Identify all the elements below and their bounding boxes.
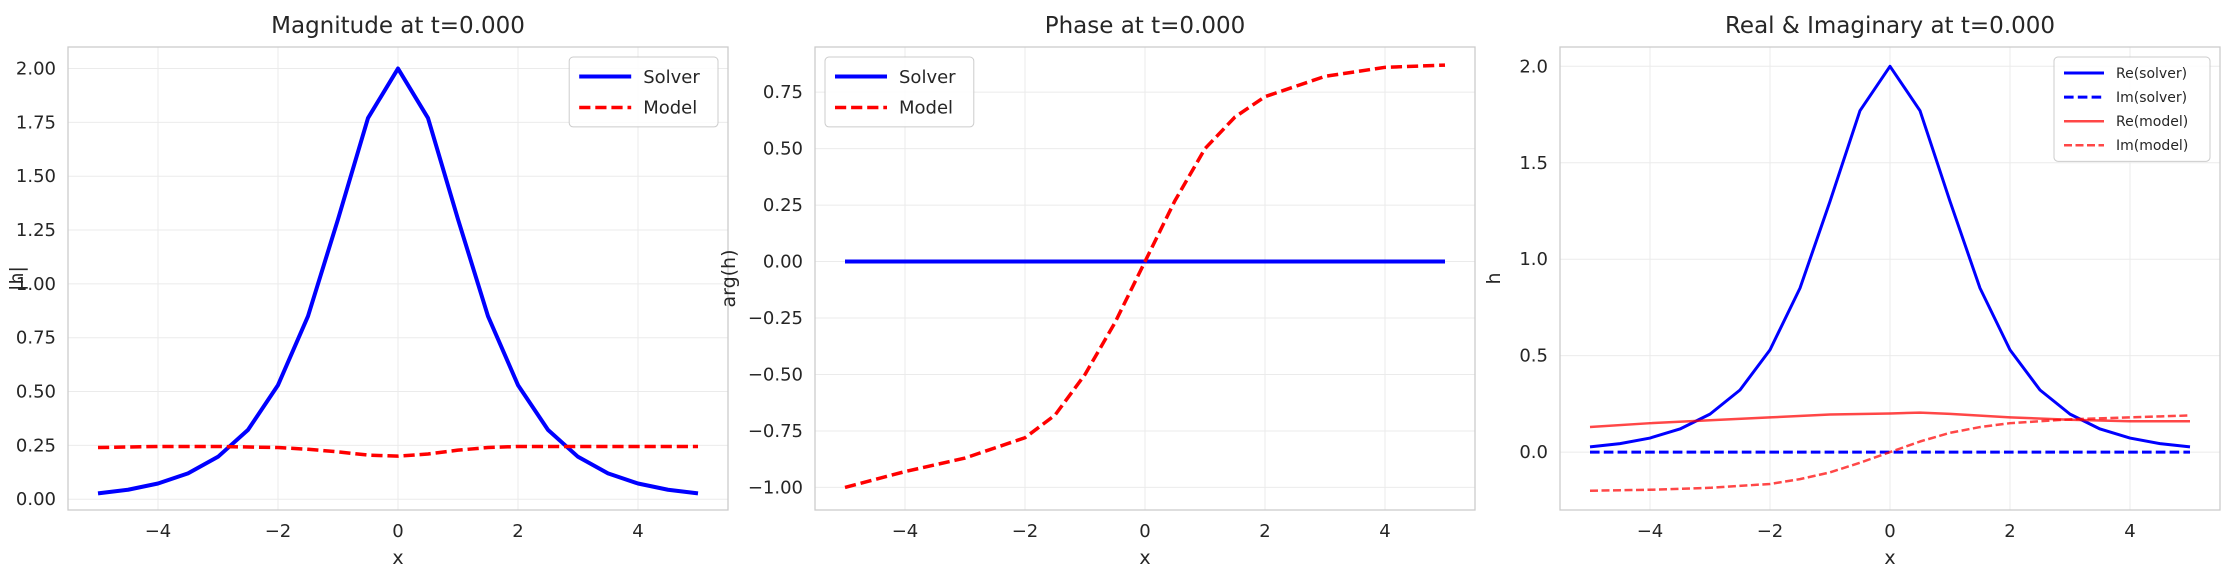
y-tick-label: 1.5 <box>1519 153 1548 174</box>
plot-frame <box>814 46 1476 511</box>
series-line-solver <box>97 66 699 496</box>
legend-label: Solver <box>643 67 700 88</box>
x-tick-label: 0 <box>1884 521 1895 542</box>
y-tick-label: 0.5 <box>1519 346 1548 367</box>
x-tick-label: −4 <box>145 521 172 542</box>
y-tick-label: 2.0 <box>1519 56 1548 77</box>
chart-panel-1: 0.00 0.25 0.50 0.75 1.00 1.25 1.50 1.75 2.00 −4 −2… <box>6 13 729 569</box>
series-line-im-model <box>1589 414 2191 492</box>
y-tick-label: 0.25 <box>16 435 56 456</box>
y-tick-label: 0.75 <box>16 328 56 349</box>
legend-label: Solver <box>899 67 956 88</box>
series-line-model <box>97 444 698 458</box>
legend-label: Model <box>899 98 953 119</box>
y-tick-label: 0.50 <box>16 382 56 403</box>
y-tick-label: 1.25 <box>16 220 56 241</box>
y-tick-label: 0.00 <box>16 489 56 510</box>
y-axis-label: h <box>1483 272 1505 284</box>
y-tick-label: 1.00 <box>16 274 56 295</box>
legend-box <box>2053 56 2211 162</box>
legend-label: Im(model) <box>2116 138 2188 154</box>
x-tick-label: 0 <box>392 521 403 542</box>
legend: Solver Model <box>568 56 719 128</box>
y-axis-label: arg(h) <box>718 249 740 307</box>
chart-panel-3: 0.0 0.5 1.0 1.5 2.0 −4 −2 0 2 4 Real & Imaginary a… <box>1483 13 2221 569</box>
x-tick-label: −2 <box>1757 521 1784 542</box>
legend-label: Model <box>643 98 697 119</box>
chart-title: Real & Imaginary at t=0.000 <box>1725 13 2055 39</box>
y-tick-label: 0.00 <box>763 252 803 273</box>
y-tick-label: 1.75 <box>16 112 56 133</box>
legend: Re(solver) Im(solver) Re(model) Im(model) <box>2053 56 2211 162</box>
legend-box <box>568 56 719 128</box>
x-tick-label: 2 <box>512 521 523 542</box>
x-tick-label: −2 <box>1012 521 1039 542</box>
series-line-model <box>844 63 1446 490</box>
y-tick-label: 1.0 <box>1519 249 1548 270</box>
series-line-re-solver <box>1589 64 2191 449</box>
y-tick-label: −0.50 <box>748 364 803 385</box>
x-tick-label: 0 <box>1139 521 1150 542</box>
y-tick-label: −0.25 <box>748 308 803 329</box>
x-tick-label: 4 <box>632 521 643 542</box>
plot-frame <box>1559 46 2221 511</box>
y-tick-label: −0.75 <box>748 421 803 442</box>
y-tick-label: 0.0 <box>1519 442 1548 463</box>
y-axis-label: |h| <box>6 266 28 291</box>
x-tick-label: −4 <box>892 521 919 542</box>
x-axis-label: x <box>1884 547 1895 569</box>
chart-panel-2: −1.00 −0.75 −0.50 −0.25 0.00 0.25 0.50 0.75 −4 −2… <box>718 13 1476 569</box>
x-tick-label: 2 <box>2004 521 2015 542</box>
legend-label: Im(solver) <box>2116 90 2187 106</box>
x-axis-label: x <box>392 547 403 569</box>
y-tick-label: 1.50 <box>16 166 56 187</box>
x-tick-label: 4 <box>2124 521 2135 542</box>
x-tick-label: −2 <box>265 521 292 542</box>
x-axis-label: x <box>1139 547 1150 569</box>
y-tick-label: 0.50 <box>763 139 803 160</box>
x-tick-label: −4 <box>1637 521 1664 542</box>
legend-box <box>824 56 975 128</box>
chart-title: Magnitude at t=0.000 <box>271 13 525 39</box>
x-tick-label: 4 <box>1379 521 1390 542</box>
chart-title: Phase at t=0.000 <box>1045 13 1246 39</box>
y-tick-label: 0.25 <box>763 195 803 216</box>
y-tick-label: 0.75 <box>763 82 803 103</box>
legend-label: Re(model) <box>2116 114 2188 130</box>
y-tick-label: 2.00 <box>16 59 56 80</box>
plot-frame <box>67 46 729 511</box>
legend: Solver Model <box>824 56 975 128</box>
legend-label: Re(solver) <box>2116 66 2187 82</box>
x-tick-label: 2 <box>1259 521 1270 542</box>
y-tick-label: −1.00 <box>748 477 803 498</box>
